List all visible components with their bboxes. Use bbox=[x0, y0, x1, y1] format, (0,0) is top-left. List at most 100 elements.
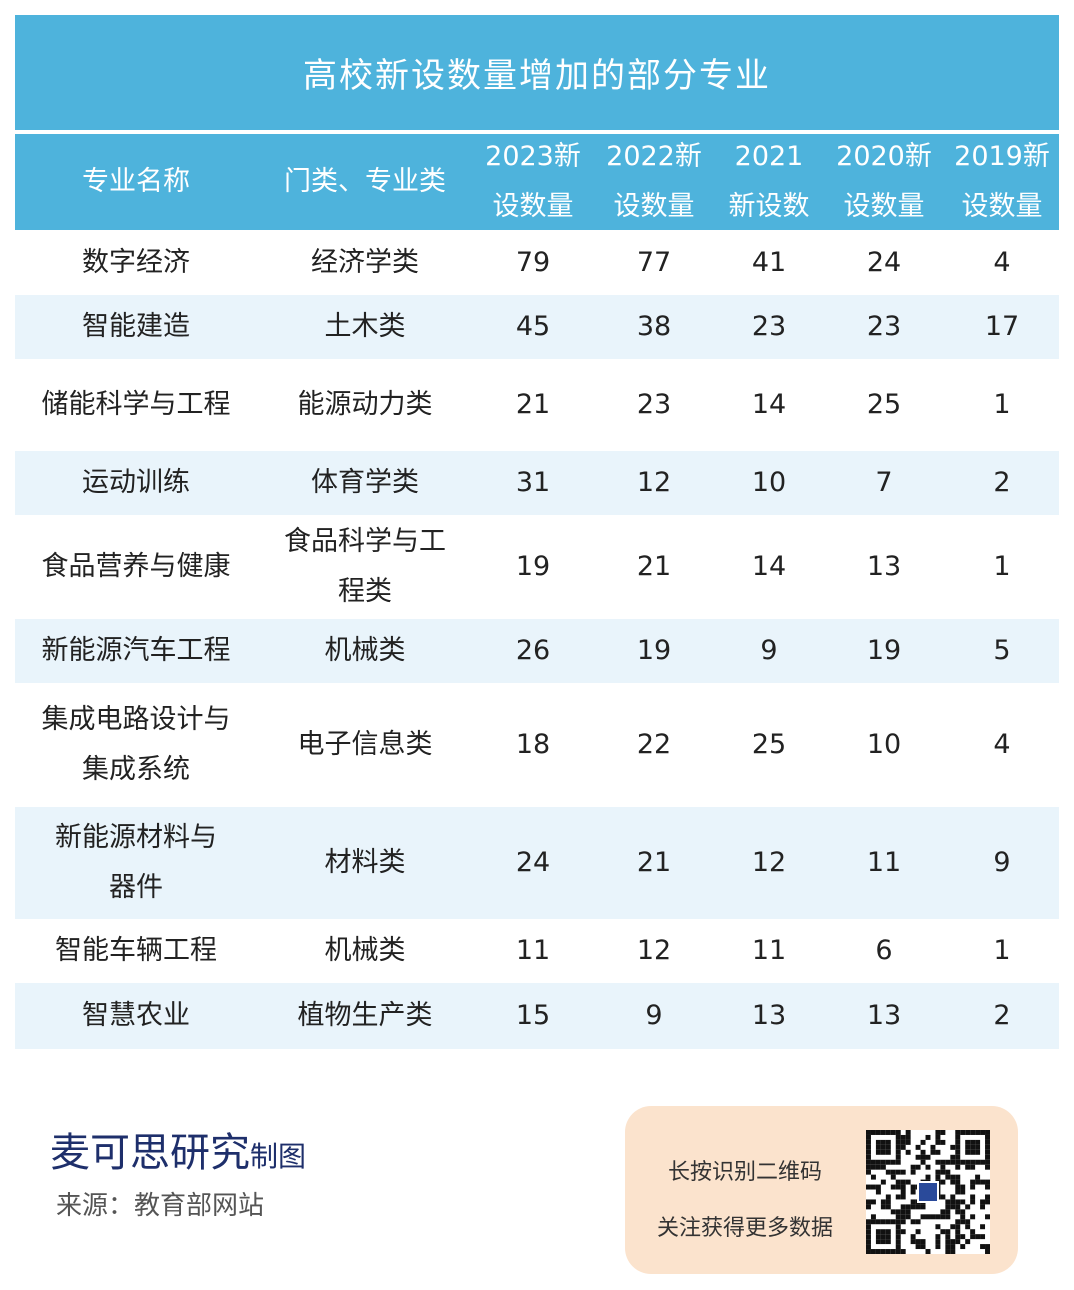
count-cell: 4 bbox=[993, 247, 1011, 278]
qr-module bbox=[910, 1239, 916, 1245]
qr-module bbox=[950, 1174, 956, 1180]
column-header: 2020新 设数量 bbox=[823, 134, 945, 230]
qr-module bbox=[866, 1229, 871, 1235]
qr-module bbox=[900, 1189, 906, 1195]
qr-module bbox=[870, 1164, 876, 1170]
qr-module bbox=[935, 1174, 941, 1180]
column-header-line: 设数量 bbox=[492, 191, 574, 222]
qr-module bbox=[905, 1204, 911, 1210]
count-cell: 79 bbox=[515, 247, 551, 278]
qr-module bbox=[885, 1204, 891, 1210]
major-name-cell-line: 运动训练 bbox=[82, 467, 190, 498]
count-cell: 13 bbox=[866, 1000, 902, 1031]
qr-promo-box[interactable]: 长按识别二维码 关注获得更多数据 bbox=[625, 1106, 1018, 1274]
major-category-cell-line: 土木类 bbox=[324, 311, 406, 342]
count-cell: 22 bbox=[636, 729, 672, 760]
qr-module bbox=[875, 1139, 881, 1145]
qr-module bbox=[985, 1179, 990, 1185]
qr-module bbox=[965, 1164, 971, 1170]
qr-module bbox=[955, 1144, 961, 1150]
column-header-line: 2022新 bbox=[606, 141, 702, 172]
qr-module bbox=[895, 1159, 901, 1165]
column-header: 专业名称 bbox=[15, 134, 257, 230]
qr-module bbox=[960, 1159, 966, 1165]
qr-module bbox=[970, 1229, 976, 1235]
qr-module bbox=[890, 1174, 896, 1180]
qr-module bbox=[895, 1169, 901, 1175]
major-name-cell-line: 智能建造 bbox=[82, 311, 190, 342]
table-row: 智能建造 土木类 45 38 23 23 17 bbox=[15, 295, 1059, 359]
qr-module bbox=[980, 1130, 986, 1135]
qr-module bbox=[895, 1144, 901, 1150]
qr-code-icon[interactable] bbox=[866, 1130, 990, 1254]
qr-module bbox=[935, 1149, 941, 1155]
qr-module bbox=[970, 1234, 976, 1240]
major-category-cell-line: 经济学类 bbox=[311, 247, 419, 278]
table-row: 储能科学与工程 能源动力类 21 23 14 25 1 bbox=[15, 359, 1059, 451]
qr-module bbox=[895, 1209, 901, 1215]
column-header: 门类、专业类 bbox=[257, 134, 473, 230]
count-cell: 12 bbox=[636, 935, 672, 966]
qr-module bbox=[875, 1130, 881, 1135]
qr-module bbox=[955, 1154, 961, 1160]
qr-module bbox=[975, 1179, 981, 1185]
qr-module bbox=[866, 1144, 871, 1150]
qr-module bbox=[920, 1154, 926, 1160]
qr-module bbox=[970, 1199, 976, 1205]
qr-module bbox=[890, 1209, 896, 1215]
qr-module bbox=[955, 1219, 961, 1225]
major-category-cell-line: 机械类 bbox=[324, 635, 406, 666]
qr-module bbox=[915, 1244, 921, 1250]
qr-module bbox=[880, 1229, 886, 1235]
qr-module bbox=[985, 1214, 990, 1220]
count-cell: 18 bbox=[515, 729, 551, 760]
qr-module bbox=[955, 1174, 961, 1180]
qr-module bbox=[975, 1149, 981, 1155]
qr-module bbox=[900, 1214, 906, 1220]
count-cell: 6 bbox=[875, 935, 893, 966]
qr-module bbox=[965, 1219, 971, 1225]
qr-module bbox=[900, 1219, 906, 1225]
major-category-cell: 能源动力类 bbox=[257, 359, 473, 451]
column-header-line: 新设数 bbox=[728, 191, 810, 222]
qr-module bbox=[970, 1139, 976, 1145]
qr-module bbox=[950, 1154, 956, 1160]
qr-module bbox=[975, 1234, 981, 1240]
qr-module bbox=[950, 1159, 956, 1165]
qr-module bbox=[870, 1199, 876, 1205]
qr-module bbox=[975, 1144, 981, 1150]
count-cell: 10 bbox=[866, 729, 902, 760]
qr-module bbox=[900, 1179, 906, 1185]
qr-module bbox=[870, 1159, 876, 1165]
table-row: 集成电路设计与 集成系统 电子信息类 18 22 25 10 4 bbox=[15, 683, 1059, 807]
qr-module bbox=[920, 1149, 926, 1155]
qr-module bbox=[955, 1239, 961, 1245]
column-header-line: 2023新 bbox=[485, 141, 581, 172]
qr-module bbox=[935, 1239, 941, 1245]
qr-module bbox=[875, 1184, 881, 1190]
major-category-cell-line: 材料类 bbox=[324, 847, 406, 878]
qr-module bbox=[895, 1184, 901, 1190]
qr-module bbox=[915, 1144, 921, 1150]
qr-module bbox=[935, 1130, 941, 1135]
major-name-cell: 数字经济 bbox=[15, 231, 257, 295]
qr-module bbox=[985, 1139, 990, 1145]
major-name-cell-line: 数字经济 bbox=[82, 247, 190, 278]
qr-module bbox=[895, 1134, 901, 1140]
count-cell: 1 bbox=[993, 389, 1011, 420]
qr-module bbox=[960, 1219, 966, 1225]
qr-module bbox=[910, 1169, 916, 1175]
qr-module bbox=[950, 1204, 956, 1210]
qr-module bbox=[935, 1159, 941, 1165]
qr-module bbox=[866, 1199, 871, 1205]
qr-module bbox=[955, 1139, 961, 1145]
qr-module bbox=[900, 1204, 906, 1210]
major-category-cell-line: 能源动力类 bbox=[297, 389, 433, 420]
qr-module bbox=[885, 1144, 891, 1150]
qr-module bbox=[866, 1149, 871, 1155]
qr-module bbox=[945, 1209, 951, 1215]
count-cell: 21 bbox=[515, 389, 551, 420]
qr-module bbox=[925, 1154, 931, 1160]
major-category-cell: 体育学类 bbox=[257, 451, 473, 515]
count-cell: 24 bbox=[515, 847, 551, 878]
